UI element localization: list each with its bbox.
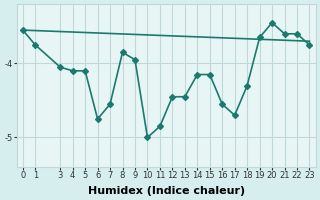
- X-axis label: Humidex (Indice chaleur): Humidex (Indice chaleur): [88, 186, 245, 196]
